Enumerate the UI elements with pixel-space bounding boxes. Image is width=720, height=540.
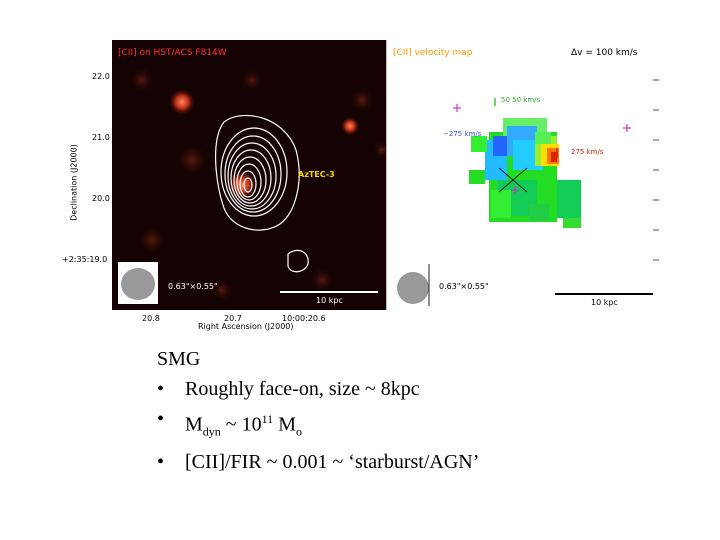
cii-contours bbox=[215, 114, 309, 273]
mass-exponent: 11 bbox=[261, 412, 274, 426]
beam-ellipse bbox=[121, 268, 155, 300]
slide-text: SMG • Roughly face-on, size ~ 8kpc • Mdy… bbox=[157, 344, 479, 477]
bullet-mass: • Mdyn ~ 1011 Mo bbox=[157, 404, 479, 447]
left-panel-title: [CII] on HST/ACS F814W bbox=[118, 48, 227, 58]
delta-v-label: Δv = 100 km/s bbox=[571, 48, 638, 58]
right-ticks bbox=[653, 79, 659, 261]
hst-image bbox=[112, 40, 440, 310]
source-blob bbox=[168, 88, 196, 116]
mass-unit-subscript: o bbox=[295, 424, 302, 439]
y-tick: 21.0 bbox=[92, 133, 110, 142]
mass-subscript: dyn bbox=[202, 424, 221, 439]
mass-symbol: M bbox=[185, 413, 203, 436]
right-beam-label: 0.63"×0.55" bbox=[439, 282, 489, 291]
bullet-dot: • bbox=[157, 378, 165, 400]
y-tick: 20.0 bbox=[92, 194, 110, 203]
left-scalebar-label: 10 kpc bbox=[316, 296, 343, 305]
x-tick: 20.8 bbox=[142, 314, 160, 323]
mass-unit: M bbox=[273, 413, 296, 436]
left-beam-label: 0.63"×0.55" bbox=[168, 282, 218, 291]
cii-hst-panel: [CII] on HST/ACS F814W 0.63"×0.55" 10 kp… bbox=[112, 40, 440, 310]
x-tick: 20.7 bbox=[224, 314, 242, 323]
source-label: AzTEC-3 bbox=[298, 170, 335, 179]
y-tick: +2:35:19.0 bbox=[62, 255, 108, 264]
right-scalebar-label: 10 kpc bbox=[591, 298, 618, 307]
bullet-ratio: • [CII]/FIR ~ 0.001 ~ ‘starburst/AGN’ bbox=[157, 447, 479, 477]
x-tick: 10:00:20.6 bbox=[282, 314, 326, 323]
y-axis-title: Declination (J2000) bbox=[69, 144, 79, 221]
mass-approx: ~ 10 bbox=[220, 413, 262, 436]
slide-heading: SMG bbox=[157, 348, 201, 370]
source-blob bbox=[340, 116, 360, 136]
bullet-dot: • bbox=[157, 408, 165, 430]
velocity-map bbox=[395, 79, 659, 306]
x-axis-title: Right Ascension (J2000) bbox=[198, 322, 294, 331]
figure: [CII] on HST/ACS F814W 0.63"×0.55" 10 kp… bbox=[58, 38, 660, 331]
bullet-text: Roughly face-on, size ~ 8kpc bbox=[185, 378, 420, 400]
velocity-negative-label: −275 km/s bbox=[443, 130, 482, 138]
beam-ellipse bbox=[397, 272, 429, 304]
velocity-map-panel: [CII] velocity map Δv = 100 km/s 50 50 k… bbox=[386, 40, 659, 310]
markers bbox=[453, 104, 631, 194]
bullet-size: • Roughly face-on, size ~ 8kpc bbox=[157, 374, 479, 404]
bullet-text: [CII]/FIR ~ 0.001 ~ ‘starburst/AGN’ bbox=[185, 450, 480, 473]
velocity-field bbox=[469, 118, 581, 228]
velocity-zero-label: 50 50 km/s bbox=[501, 96, 541, 104]
right-panel-title: [CII] velocity map bbox=[393, 48, 473, 58]
y-tick: 22.0 bbox=[92, 72, 110, 81]
velocity-positive-label: 275 km/s bbox=[571, 148, 604, 156]
center-cross bbox=[498, 167, 528, 193]
bullet-dot: • bbox=[157, 450, 165, 473]
